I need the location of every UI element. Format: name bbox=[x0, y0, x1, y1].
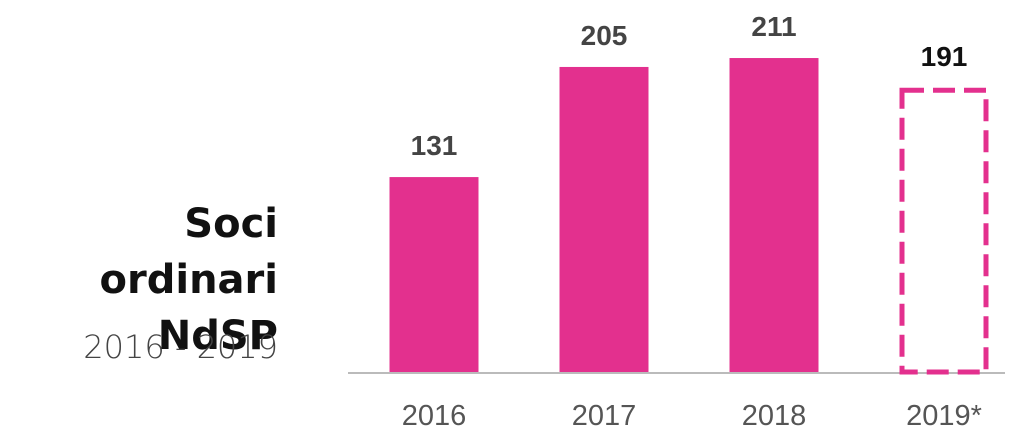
value-label: 211 bbox=[751, 11, 796, 42]
value-label: 191 bbox=[921, 41, 968, 72]
bar bbox=[389, 177, 479, 372]
x-tick-label: 2018 bbox=[742, 400, 807, 432]
value-label: 205 bbox=[581, 20, 628, 51]
chart-subtitle: 2016 - 2019 bbox=[83, 328, 278, 366]
x-tick-label: 2019* bbox=[906, 400, 982, 432]
bar bbox=[559, 66, 649, 373]
x-tick-label: 2016 bbox=[402, 400, 467, 432]
chart-title: Soci ordinari NdSP bbox=[99, 201, 278, 359]
x-tick-label: 2017 bbox=[572, 400, 637, 432]
bar bbox=[899, 87, 989, 375]
bar bbox=[729, 58, 819, 372]
value-label: 131 bbox=[411, 130, 458, 161]
